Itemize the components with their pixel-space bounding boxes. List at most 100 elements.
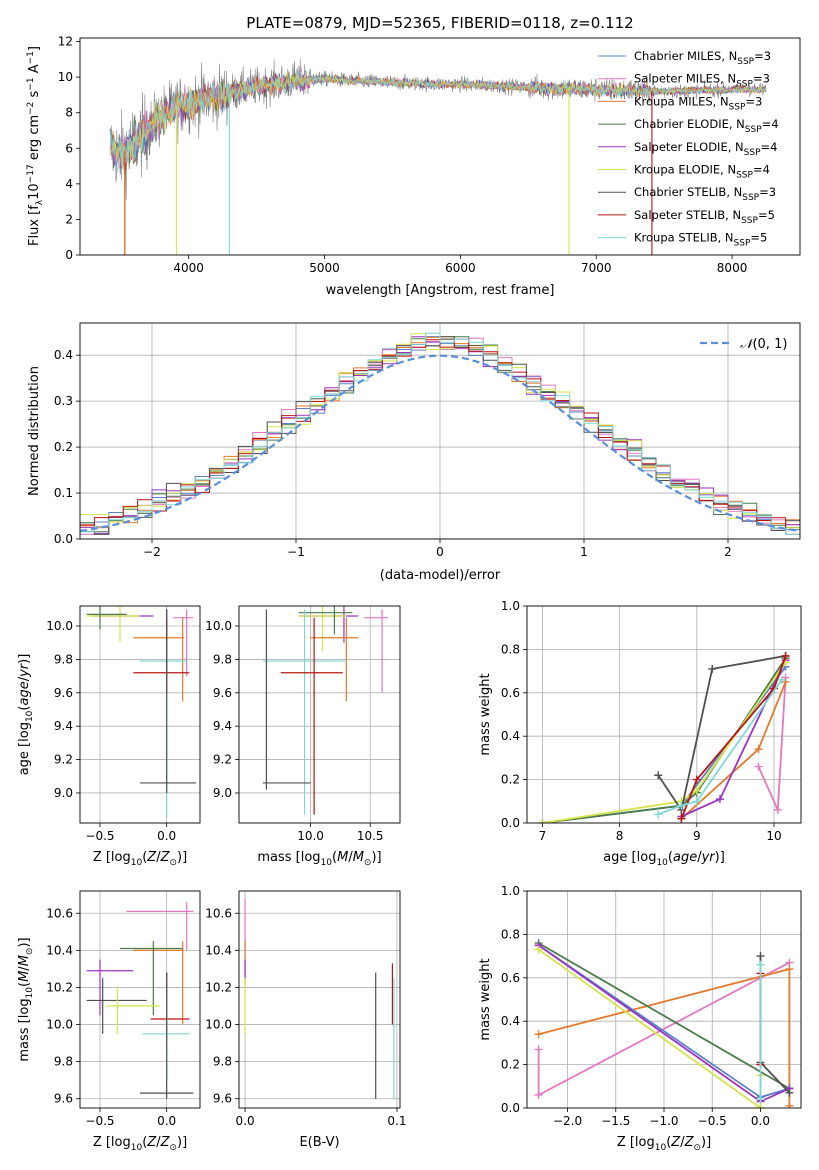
age_vs_mass-xlabel-part: )]: [371, 850, 381, 865]
kroupa_miles-weight-point: [785, 1101, 794, 1108]
age_vs_Z-ylabel-part: age: [17, 681, 32, 705]
age_vs_mass-xlabel-part: (: [332, 850, 337, 865]
age_vs_Z-xlabel-part: 10: [131, 858, 143, 868]
y-tick-label: 1.0: [501, 599, 520, 613]
chabrier_stelib-legend-label-part: =3: [759, 185, 776, 199]
salpeter_miles-legend-label-part: =3: [753, 72, 770, 86]
x-tick-label: −0.5: [85, 1114, 114, 1128]
y-tick-label: 1.0: [501, 884, 520, 898]
spectrum-ylabel-part: ]: [27, 46, 42, 51]
kroupa_stelib-weight-point: [654, 810, 663, 819]
age_vs_Z-panel: −0.5 0.09.09.29.49.69.810.0Z [log10(Z/Z⊙)…: [17, 605, 201, 868]
mass_vs_Z-xlabel-part: 10: [131, 1143, 143, 1153]
kroupa_miles-weight-point: [785, 965, 794, 974]
kroupa_elodie-legend-label-part: Kroupa ELODIE, N: [634, 163, 736, 177]
kroupa_elodie-weight-point: [692, 786, 701, 795]
y-tick-label: 9.4: [54, 719, 73, 733]
age_vs_mass-xlabel-part: mass [log: [257, 850, 320, 865]
spectrum-title: PLATE=0879, MJD=52365, FIBERID=0118, z=0…: [246, 14, 633, 32]
y-tick-label: 0.0: [501, 1101, 520, 1115]
y-tick-label: 9.6: [54, 686, 73, 700]
salpeter_stelib-weight-point: [692, 775, 701, 784]
age_vs_Z-xlabel-part: ⊙: [169, 858, 177, 868]
x-tick-label: 6000: [445, 261, 476, 275]
x-tick-label: −0.5: [698, 1114, 727, 1128]
salpeter_elodie-weight-point: [715, 795, 724, 804]
spectrum-frame: [79, 37, 801, 256]
age_vs_Z-xlabel-part: Z: [160, 850, 171, 865]
kroupa_stelib-legend-label: Kroupa STELIB, NSSP=5: [634, 231, 767, 249]
weight_vs_age-plot-area: [527, 606, 801, 823]
y-tick-label: 6: [65, 141, 73, 155]
y-tick-label: 0.3: [54, 394, 73, 408]
age_vs_Z-ylabel-part: )]: [17, 654, 32, 664]
x-tick-label: −1.0: [649, 1114, 678, 1128]
age_vs_Z-frame: [79, 605, 201, 824]
kroupa_elodie-weight-point: [538, 819, 547, 823]
mass_vs_Z-plot-area: [80, 891, 200, 1108]
kroupa_elodie-weight-line: [542, 661, 787, 823]
spectrum-ylabel-part: −17: [26, 164, 36, 183]
x-tick-label: 8000: [717, 261, 748, 275]
age_vs_Z-xlabel-part: /: [156, 850, 161, 865]
y-tick-label: 8: [65, 106, 73, 120]
kroupa_stelib-weight-point: [677, 801, 686, 810]
y-tick-label: 12: [58, 35, 73, 49]
weight_vs_Z-xlabel-part: Z: [670, 1135, 681, 1150]
y-tick-label: 9.2: [54, 753, 73, 767]
mass_vs_Z-ylabel-part: (: [17, 982, 32, 987]
mass_vs_Z-ylabel-part: M: [17, 971, 32, 982]
mass_vs_Z-ylabel-part: mass [log: [17, 998, 32, 1061]
age_vs_mass-frame: [238, 605, 401, 824]
salpeter_stelib-weight-point: [677, 814, 686, 823]
chabrier_stelib-weight-point: [756, 952, 765, 961]
mass_vs_Z-ylabel-part: M: [17, 955, 32, 966]
salpeter_miles-legend-label-part: SSP: [736, 80, 753, 90]
age_vs_Z-xlabel-part: Z: [146, 850, 157, 865]
x-tick-label: −1: [287, 545, 305, 559]
kroupa_stelib-weight-line: [657, 679, 783, 816]
age_vs_Z-xlabel: Z [log10(Z/Z⊙)]: [93, 850, 187, 868]
x-tick-label: −0.5: [85, 829, 114, 843]
normal-legend-label: 𝒩(0, 1): [740, 337, 787, 352]
mass_vs_Z-xlabel-part: Z [log: [93, 1135, 131, 1150]
residuals-frame: [79, 322, 801, 540]
x-tick-label: 0.0: [236, 1114, 255, 1128]
chabrier_miles-legend-label: Chabrier MILES, NSSP=3: [634, 49, 771, 67]
chabrier_miles-legend-label-part: SSP: [737, 57, 754, 67]
salpeter_stelib-weight-point: [781, 651, 790, 660]
salpeter_stelib-legend-label-part: SSP: [741, 216, 758, 226]
x-tick-label: 0.1: [387, 1114, 406, 1128]
kroupa_stelib-model-line: [109, 68, 767, 173]
weight_vs_Z-xlabel-part: /: [680, 1135, 685, 1150]
salpeter_elodie-legend-label: Salpeter ELODIE, NSSP=4: [634, 140, 777, 158]
chabrier_stelib-legend-label-part: SSP: [742, 193, 759, 203]
spectrum-ylabel-part: −2: [26, 102, 36, 115]
weight_vs_age-xlabel-part: )]: [715, 850, 725, 865]
x-tick-label: 10: [766, 829, 781, 843]
mass_vs_Z-xlabel-part: ⊙: [169, 1143, 177, 1153]
x-tick-label: 10.0: [297, 829, 324, 843]
age_vs_mass-xlabel: mass [log10(M/M⊙)]: [257, 850, 381, 868]
y-tick-label: 10.2: [46, 980, 73, 994]
salpeter_miles-weight-point: [534, 1045, 543, 1054]
x-tick-label: 0.0: [157, 829, 176, 843]
x-tick-label: 2: [724, 545, 732, 559]
x-tick-label: 4000: [173, 261, 204, 275]
spectrum-ylabel-part: Flux [f: [27, 205, 42, 246]
y-tick-label: 0.0: [501, 816, 520, 830]
residuals-plot-area: [80, 323, 800, 539]
mass_vs_Z-xlabel: Z [log10(Z/Z⊙)]: [93, 1135, 187, 1153]
normal-legend-label-part: (0, 1): [752, 337, 787, 352]
salpeter_miles-legend-label-part: Salpeter MILES, N: [634, 72, 736, 86]
kroupa_miles-weight-point: [534, 1030, 543, 1039]
x-tick-label: 10.5: [357, 829, 384, 843]
normal-distribution-curve: [80, 354, 800, 532]
y-tick-label: 0.6: [501, 971, 520, 985]
y-tick-label: 9.8: [54, 652, 73, 666]
weight_vs_age-xlabel: age [log10(age/yr)]: [603, 850, 725, 868]
y-tick-label: 10.0: [46, 1018, 73, 1032]
salpeter_stelib-legend-label: Salpeter STELIB, NSSP=5: [634, 208, 775, 226]
y-tick-label: 0.4: [54, 348, 73, 362]
age_vs_Z-ylabel-part: age [log: [17, 722, 32, 775]
